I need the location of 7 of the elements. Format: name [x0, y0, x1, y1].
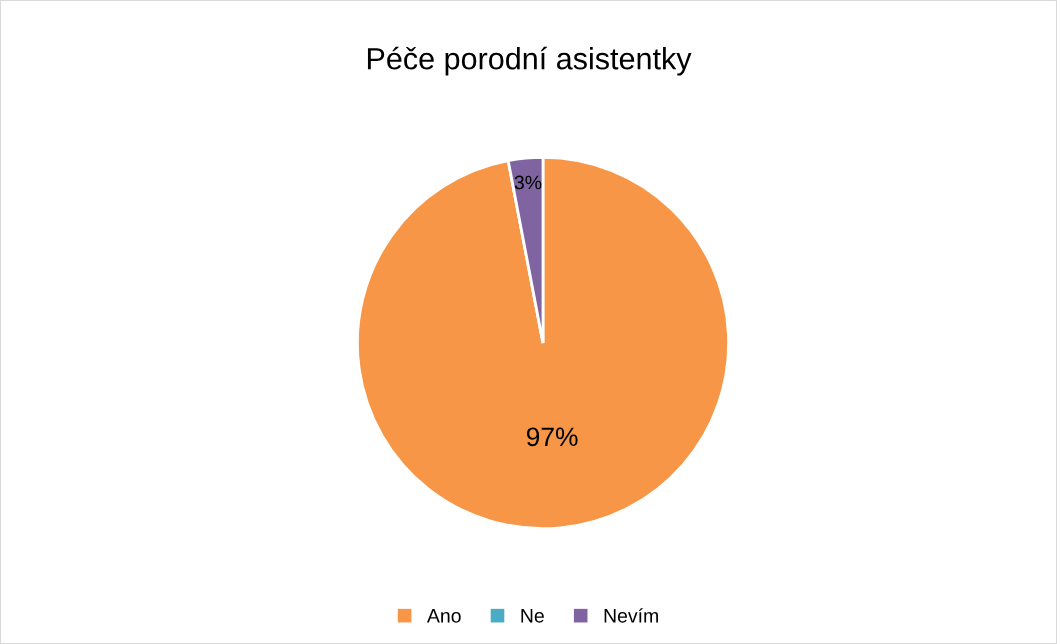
- legend-label: Nevím: [604, 608, 658, 623]
- data-label: 97%: [526, 427, 578, 447]
- legend-label: Ne: [521, 609, 544, 623]
- legend-label: Ano: [426, 609, 461, 623]
- chart-title: Péče porodní asistentky: [367, 46, 692, 76]
- pie-slice: [356, 156, 730, 530]
- data-label: 3%: [514, 175, 542, 190]
